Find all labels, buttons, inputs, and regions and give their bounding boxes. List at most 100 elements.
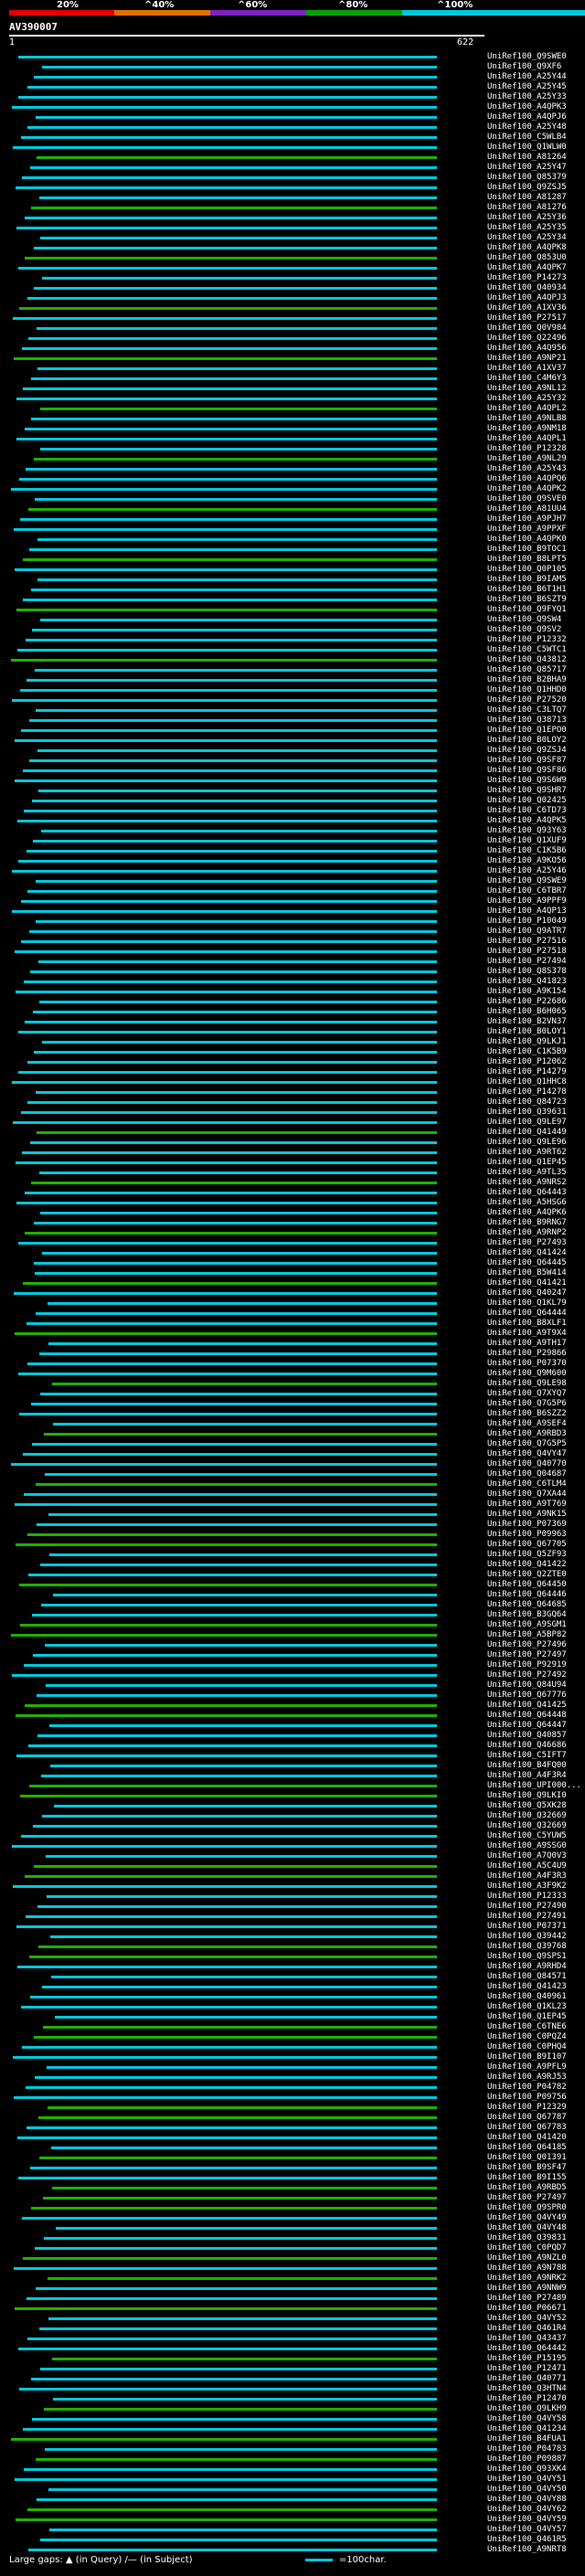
hit-row[interactable]: UniRef100_P27490	[0, 1902, 585, 1912]
hit-label[interactable]: UniRef100_B9RNG7	[487, 1218, 567, 1227]
hit-alignment-bar[interactable]	[53, 2398, 437, 2401]
hit-label[interactable]: UniRef100_Q9SF87	[487, 756, 567, 765]
hit-label[interactable]: UniRef100_A9RJ53	[487, 2072, 567, 2082]
hit-alignment-bar[interactable]	[17, 1966, 437, 1968]
hit-row[interactable]: UniRef100_A25Y36	[0, 213, 585, 223]
hit-label[interactable]: UniRef100_B2VN37	[487, 1017, 567, 1026]
hit-label[interactable]: UniRef100_Q9LE97	[487, 1118, 567, 1127]
hit-row[interactable]: UniRef100_Q01391	[0, 2153, 585, 2163]
hit-alignment-bar[interactable]	[37, 1734, 437, 1737]
hit-alignment-bar[interactable]	[38, 1001, 437, 1003]
hit-row[interactable]: UniRef100_Q39768	[0, 1942, 585, 1952]
hit-row[interactable]: UniRef100_Q4VY59	[0, 2515, 585, 2525]
hit-alignment-bar[interactable]	[54, 1805, 437, 1807]
hit-label[interactable]: UniRef100_Q9LE96	[487, 1138, 567, 1147]
hit-row[interactable]: UniRef100_Q64444	[0, 1309, 585, 1319]
hit-label[interactable]: UniRef100_C0PHQ4	[487, 2042, 567, 2051]
hit-label[interactable]: UniRef100_A9T9X4	[487, 1329, 567, 1338]
hit-label[interactable]: UniRef100_Q853U0	[487, 253, 567, 262]
hit-row[interactable]: UniRef100_B6SZT9	[0, 595, 585, 605]
hit-label[interactable]: UniRef100_Q3HTN4	[487, 2384, 567, 2393]
hit-row[interactable]: UniRef100_Q41425	[0, 1701, 585, 1711]
hit-row[interactable]: UniRef100_Q64446	[0, 1590, 585, 1600]
hit-label[interactable]: UniRef100_A4Q956	[487, 344, 567, 353]
hit-label[interactable]: UniRef100_Q1EP45	[487, 1158, 567, 1167]
hit-row[interactable]: UniRef100_A25Y32	[0, 394, 585, 404]
hit-row[interactable]: UniRef100_Q40934	[0, 283, 585, 293]
hit-label[interactable]: UniRef100_Q9LKI0	[487, 1791, 567, 1800]
hit-alignment-bar[interactable]	[28, 719, 437, 722]
hit-label[interactable]: UniRef100_Q64450	[487, 1580, 567, 1589]
hit-row[interactable]: UniRef100_Q41423	[0, 1982, 585, 1992]
hit-alignment-bar[interactable]	[40, 830, 437, 832]
hit-label[interactable]: UniRef100_Q9SVE0	[487, 494, 567, 504]
hit-label[interactable]: UniRef100_Q1HHC8	[487, 1077, 567, 1087]
hit-alignment-bar[interactable]	[21, 2006, 437, 2009]
hit-label[interactable]: UniRef100_P12062	[487, 1057, 567, 1066]
hit-alignment-bar[interactable]	[27, 508, 437, 511]
hit-row[interactable]: UniRef100_Q2ZTE0	[0, 1570, 585, 1580]
hit-row[interactable]: UniRef100_B3GQ64	[0, 1610, 585, 1620]
hit-row[interactable]: UniRef100_B6SZZ2	[0, 1409, 585, 1419]
hit-label[interactable]: UniRef100_P09963	[487, 1530, 567, 1539]
hit-row[interactable]: UniRef100_Q46686	[0, 1741, 585, 1751]
hit-label[interactable]: UniRef100_P27491	[487, 1912, 567, 1921]
hit-label[interactable]: UniRef100_A3F9K2	[487, 1882, 567, 1891]
hit-alignment-bar[interactable]	[27, 126, 437, 129]
hit-row[interactable]: UniRef100_Q1WLW0	[0, 143, 585, 153]
hit-alignment-bar[interactable]	[16, 1714, 437, 1717]
hit-label[interactable]: UniRef100_Q41425	[487, 1701, 567, 1710]
hit-alignment-bar[interactable]	[16, 2518, 437, 2521]
hit-row[interactable]: UniRef100_Q0P105	[0, 565, 585, 575]
hit-label[interactable]: UniRef100_A25Y35	[487, 223, 567, 232]
hit-row[interactable]: UniRef100_Q41449	[0, 1128, 585, 1138]
hit-label[interactable]: UniRef100_Q4VY52	[487, 2314, 567, 2323]
hit-label[interactable]: UniRef100_Q41420	[487, 2133, 567, 2142]
hit-row[interactable]: UniRef100_P27496	[0, 1640, 585, 1650]
hit-label[interactable]: UniRef100_A9NRS2	[487, 1178, 567, 1187]
hit-row[interactable]: UniRef100_A4QPL2	[0, 404, 585, 414]
hit-label[interactable]: UniRef100_Q9ZSJ4	[487, 746, 567, 755]
hit-label[interactable]: UniRef100_Q43437	[487, 2334, 567, 2343]
hit-label[interactable]: UniRef100_Q22496	[487, 334, 567, 343]
hit-alignment-bar[interactable]	[33, 247, 437, 249]
hit-row[interactable]: UniRef100_Q43812	[0, 655, 585, 665]
hit-alignment-bar[interactable]	[13, 528, 437, 531]
hit-alignment-bar[interactable]	[39, 237, 437, 239]
hit-row[interactable]: UniRef100_C1K5B9	[0, 1047, 585, 1057]
hit-row[interactable]: UniRef100_B0LOY2	[0, 736, 585, 746]
hit-label[interactable]: UniRef100_P07369	[487, 1520, 567, 1529]
hit-row[interactable]: UniRef100_Q7G5P6	[0, 1399, 585, 1409]
hit-row[interactable]: UniRef100_C6TBR7	[0, 886, 585, 896]
hit-row[interactable]: UniRef100_A9PJH7	[0, 514, 585, 525]
hit-alignment-bar[interactable]	[18, 1071, 437, 1074]
hit-row[interactable]: UniRef100_A9T9X4	[0, 1329, 585, 1339]
hit-alignment-bar[interactable]	[31, 588, 437, 591]
hit-label[interactable]: UniRef100_A9PPXF	[487, 525, 567, 534]
hit-row[interactable]: UniRef100_Q64447	[0, 1721, 585, 1731]
hit-label[interactable]: UniRef100_Q9SWE0	[487, 52, 567, 61]
hit-label[interactable]: UniRef100_Q43812	[487, 655, 567, 664]
hit-row[interactable]: UniRef100_Q9SPS1	[0, 1952, 585, 1962]
hit-label[interactable]: UniRef100_Q38713	[487, 716, 567, 725]
hit-label[interactable]: UniRef100_Q41823	[487, 977, 567, 986]
hit-row[interactable]: UniRef100_B8XLF1	[0, 1319, 585, 1329]
hit-alignment-bar[interactable]	[24, 1021, 437, 1023]
hit-alignment-bar[interactable]	[28, 1574, 437, 1576]
hit-label[interactable]: UniRef100_P09887	[487, 2454, 567, 2464]
hit-alignment-bar[interactable]	[37, 327, 437, 330]
hit-label[interactable]: UniRef100_A25Y32	[487, 394, 567, 403]
hit-row[interactable]: UniRef100_Q461R4	[0, 2324, 585, 2334]
hit-label[interactable]: UniRef100_P12333	[487, 1892, 567, 1901]
hit-label[interactable]: UniRef100_Q32669	[487, 1821, 567, 1830]
hit-alignment-bar[interactable]	[22, 387, 437, 390]
hit-label[interactable]: UniRef100_Q85379	[487, 173, 567, 182]
hit-alignment-bar[interactable]	[48, 2488, 437, 2491]
hit-label[interactable]: UniRef100_Q9SWE9	[487, 876, 567, 885]
hit-label[interactable]: UniRef100_P12471	[487, 2364, 567, 2373]
hit-row[interactable]: UniRef100_C6TLM4	[0, 1479, 585, 1489]
hit-alignment-bar[interactable]	[21, 940, 437, 943]
hit-label[interactable]: UniRef100_P27518	[487, 947, 567, 956]
hit-row[interactable]: UniRef100_A25Y46	[0, 866, 585, 876]
hit-label[interactable]: UniRef100_P12328	[487, 444, 567, 453]
